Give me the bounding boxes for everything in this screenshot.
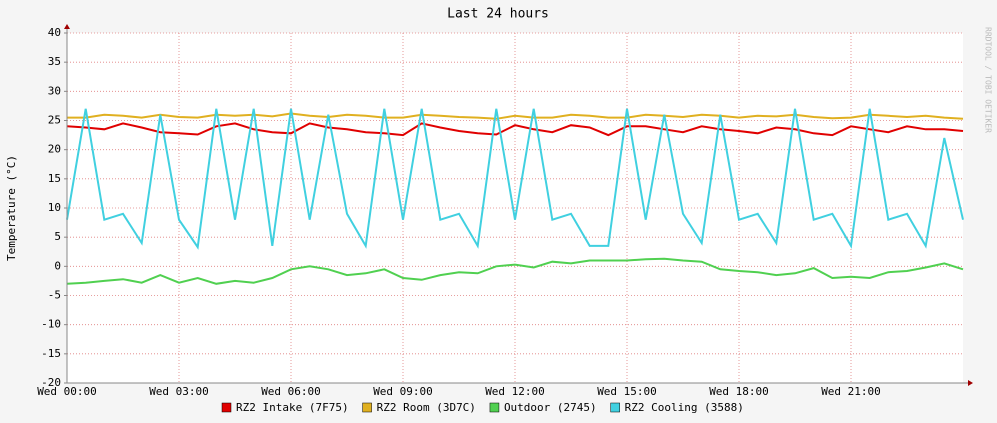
x-tick-label: Wed 12:00 xyxy=(485,385,545,398)
x-tick-label: Wed 03:00 xyxy=(149,385,209,398)
y-tick-label: 5 xyxy=(54,230,61,243)
series-line xyxy=(66,122,964,137)
legend-label: RZ2 Room (3D7C) xyxy=(377,401,476,414)
watermark: RRDTOOL / TOBI OETIKER xyxy=(984,27,993,133)
y-arrow xyxy=(64,24,70,29)
y-tick-label: 30 xyxy=(48,84,61,97)
y-tick-label: 20 xyxy=(48,143,61,156)
x-tick-label: Wed 18:00 xyxy=(709,385,769,398)
x-tick-label: Wed 09:00 xyxy=(373,385,433,398)
series-line xyxy=(66,108,964,250)
y-tick-label: 0 xyxy=(54,259,61,272)
legend-swatch xyxy=(221,402,232,413)
series-line xyxy=(66,257,964,285)
legend-swatch xyxy=(610,402,620,413)
y-tick-label: -20 xyxy=(41,376,61,389)
chart-title: Last 24 hours xyxy=(447,7,549,22)
y-tick-label: -15 xyxy=(41,347,61,360)
x-tick-label: Wed 15:00 xyxy=(597,385,657,398)
y-tick-label: 15 xyxy=(48,172,61,185)
x-tick-label: Wed 06:00 xyxy=(261,385,321,398)
y-tick-label: 40 xyxy=(48,26,61,39)
x-tick-label: Wed 21:00 xyxy=(821,385,881,398)
legend-label: Outdoor (2745) xyxy=(504,401,597,414)
y-axis-label: Temperature (°C) xyxy=(5,155,18,261)
legend-label: RZ2 Intake (7F75) xyxy=(236,401,349,414)
x-arrow xyxy=(968,380,973,386)
y-tick-label: 25 xyxy=(48,114,61,127)
legend-swatch xyxy=(489,402,500,413)
legend-label: RZ2 Cooling (3588) xyxy=(625,401,744,414)
y-tick-label: -10 xyxy=(41,318,61,331)
y-tick-label: -5 xyxy=(48,289,61,302)
x-tick-label: Wed 00:00 xyxy=(37,385,97,398)
y-tick-label: 10 xyxy=(48,201,61,214)
legend-swatch xyxy=(362,402,372,413)
y-tick-label: 35 xyxy=(48,55,61,68)
